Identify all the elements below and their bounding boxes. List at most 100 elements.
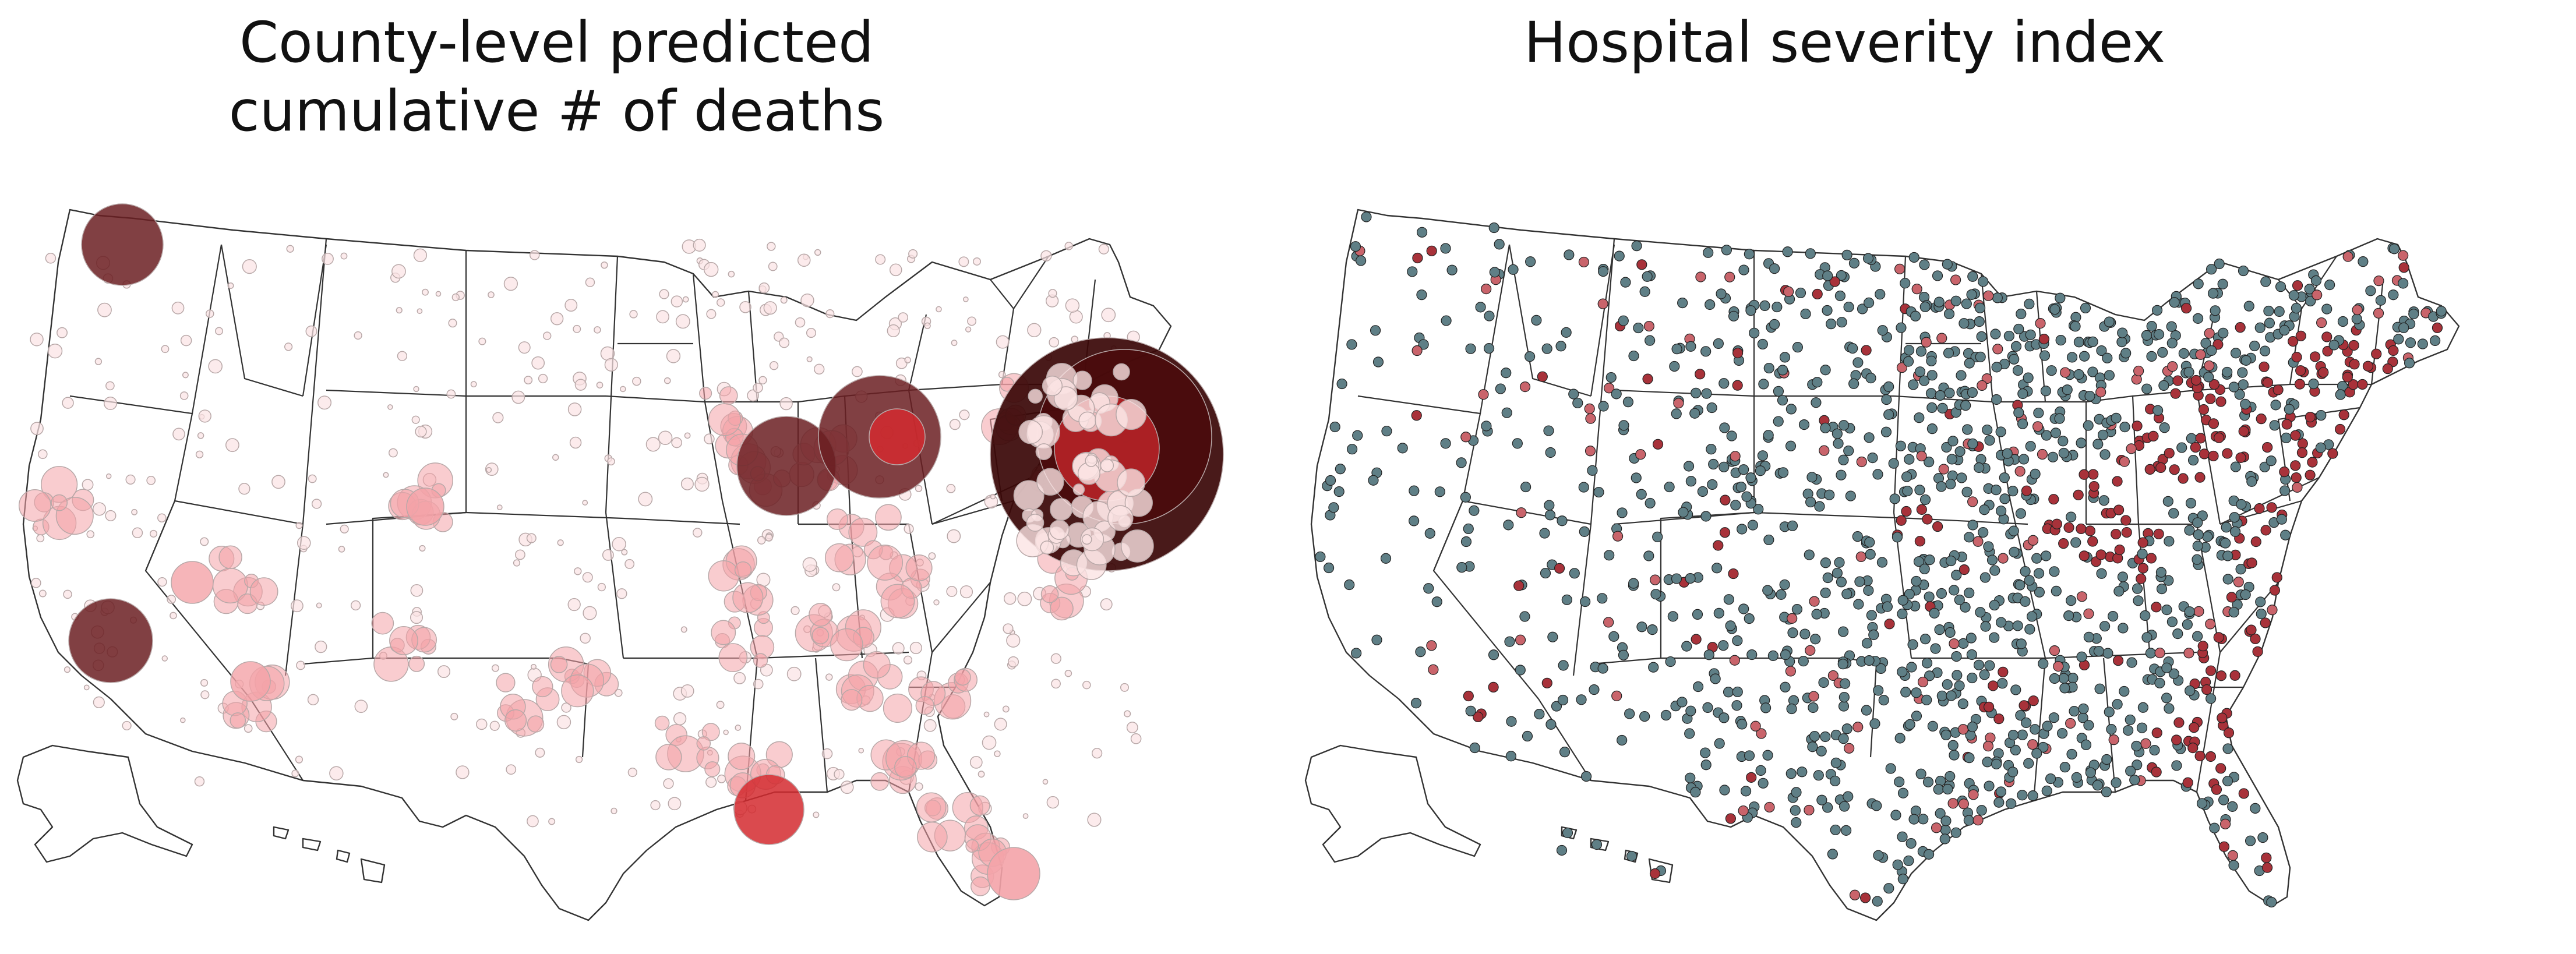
death-bubble xyxy=(411,415,420,424)
hospital-dot xyxy=(1723,687,1734,698)
hospital-dot xyxy=(2146,321,2157,332)
hospital-dot xyxy=(1964,752,1975,764)
hospital-dot xyxy=(1966,289,1977,300)
death-bubble xyxy=(470,381,477,388)
hospital-dot xyxy=(1881,394,1892,405)
hospital-dot xyxy=(2027,611,2038,622)
death-bubble xyxy=(863,651,891,679)
hospital-dot xyxy=(2164,447,2175,459)
hospital-dot xyxy=(1916,504,1927,515)
death-bubble xyxy=(769,361,779,370)
hospital-dot xyxy=(1685,476,1696,487)
hospital-dot xyxy=(1463,690,1474,702)
death-bubble xyxy=(905,554,933,582)
hospital-dot xyxy=(1935,808,1946,819)
death-bubble xyxy=(538,373,548,384)
death-bubble xyxy=(531,663,537,670)
hospital-dot xyxy=(1901,471,1912,482)
hospital-dot xyxy=(2039,350,2051,361)
hospital-dot xyxy=(1650,589,1661,600)
hospital-dot xyxy=(2222,775,2233,787)
hospital-dot xyxy=(2305,295,2316,307)
hospital-dot xyxy=(1700,511,1712,522)
state-border xyxy=(1590,238,1615,525)
hospital-dot xyxy=(1426,640,1437,651)
hospital-dot xyxy=(1561,594,1572,605)
hospital-dot xyxy=(1346,444,1358,455)
hospital-dot xyxy=(1946,454,1957,465)
death-bubble xyxy=(797,253,811,267)
death-bubble xyxy=(703,262,719,277)
hospital-dot xyxy=(2252,646,2263,657)
hospital-dot xyxy=(1747,520,1759,531)
hospital-dot xyxy=(2153,329,2165,340)
hospital-dot xyxy=(1795,287,1806,299)
hospital-dot xyxy=(1883,409,1894,420)
hospital-dot xyxy=(2237,367,2248,378)
hospital-dot xyxy=(2309,351,2321,362)
death-bubble xyxy=(340,524,349,533)
hospital-dot xyxy=(1960,602,1971,613)
hospital-dot xyxy=(2337,316,2349,327)
hospital-dot xyxy=(2055,335,2066,346)
death-bubble xyxy=(983,711,990,718)
hospital-dot xyxy=(2185,497,2197,509)
death-bubble xyxy=(131,508,138,515)
hospital-dot xyxy=(2060,367,2071,378)
hospital-dot xyxy=(1589,684,1600,695)
hospital-dot xyxy=(1902,485,1913,497)
hospital-dot xyxy=(2119,422,2130,433)
hospital-dot xyxy=(1712,563,1723,574)
death-bubble xyxy=(704,433,715,444)
hospital-dot xyxy=(2166,616,2178,627)
state-border xyxy=(191,244,223,414)
hospital-dot xyxy=(2159,422,2170,433)
hospital-dot xyxy=(1671,344,1682,355)
hospital-dot xyxy=(2382,363,2393,374)
hospital-dot xyxy=(2154,677,2165,688)
hospital-dot xyxy=(1897,595,1908,606)
death-bubble xyxy=(824,543,854,573)
hospital-dot xyxy=(2012,620,2023,631)
hospital-dot xyxy=(1911,575,1922,587)
hospital-dot xyxy=(2398,278,2409,289)
hospital-dot xyxy=(1685,573,1696,584)
death-bubble xyxy=(45,253,57,264)
death-bubble xyxy=(915,782,923,791)
hospital-dot xyxy=(2016,638,2027,649)
hospital-dot xyxy=(2227,850,2238,861)
death-bubble xyxy=(973,257,982,266)
hospital-dot xyxy=(1791,787,1802,798)
state-border xyxy=(1462,500,1592,525)
hospital-dot xyxy=(2172,375,2183,386)
hospital-dot xyxy=(2085,767,2096,778)
hospital-dot xyxy=(1990,328,2001,340)
death-bubble xyxy=(712,291,719,298)
hospital-dot xyxy=(2196,798,2208,809)
hospital-dot xyxy=(2012,365,2024,376)
death-bubble xyxy=(791,606,800,615)
hospital-dot xyxy=(1799,628,1811,639)
hospital-dot xyxy=(1762,585,1773,596)
hospital-dot xyxy=(2112,476,2123,487)
hospital-dot xyxy=(1519,381,1531,393)
hospital-dot xyxy=(2093,645,2104,657)
hospital-dot xyxy=(1469,505,1480,516)
death-bubble xyxy=(340,252,348,260)
hospital-dot xyxy=(2186,433,2197,444)
hospital-dot xyxy=(2017,418,2028,429)
hospital-dot xyxy=(1700,747,1711,758)
hospital-dot xyxy=(2095,549,2106,560)
hospital-dot xyxy=(2349,359,2360,370)
death-bubble xyxy=(802,557,817,572)
hospital-dot xyxy=(2030,468,2041,480)
hospital-dot xyxy=(2166,321,2177,332)
hospital-dot xyxy=(2229,526,2241,537)
death-bubble xyxy=(504,709,527,732)
hospital-dot xyxy=(1830,757,1841,768)
hospital-dot xyxy=(2398,322,2409,333)
death-bubble xyxy=(880,584,915,619)
hospital-dot xyxy=(2240,398,2251,409)
hospital-dot xyxy=(2373,308,2384,319)
hospital-dot xyxy=(1840,825,1852,836)
